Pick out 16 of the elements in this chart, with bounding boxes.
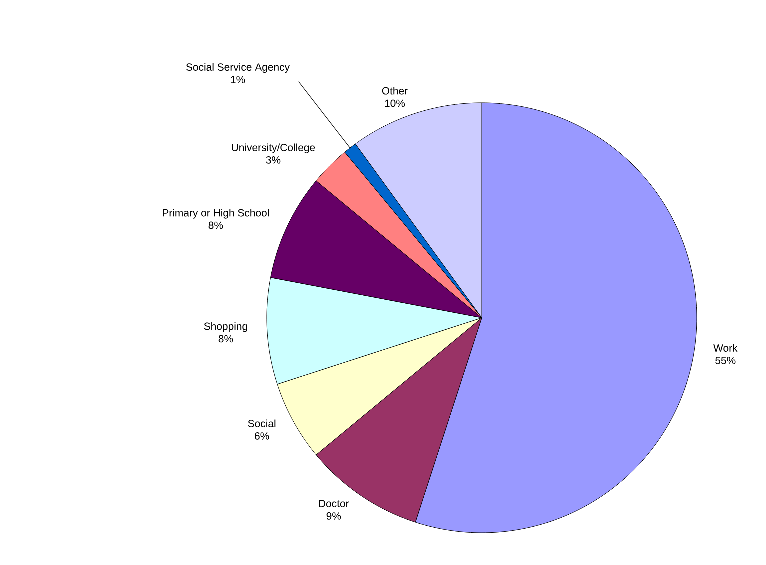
- slice-label: Primary or High School: [163, 209, 269, 219]
- slice-label: Doctor: [319, 500, 350, 508]
- data-label: 55%: [716, 357, 736, 364]
- data-label: 8%: [208, 222, 224, 230]
- data-label: 9%: [326, 512, 342, 520]
- data-label: 6%: [255, 432, 270, 440]
- data-label: 1%: [231, 76, 246, 84]
- slice-label: Other: [382, 87, 408, 95]
- slice-label: Work: [714, 344, 738, 352]
- slice-label: Social: [248, 420, 276, 428]
- data-label: 3%: [266, 156, 281, 164]
- slice-label: Shopping: [204, 322, 248, 332]
- data-label: 8%: [218, 335, 234, 343]
- data-label: 10%: [385, 100, 406, 108]
- slice-label: Social Service Agency: [186, 63, 290, 74]
- slice-label: University/College: [232, 144, 316, 154]
